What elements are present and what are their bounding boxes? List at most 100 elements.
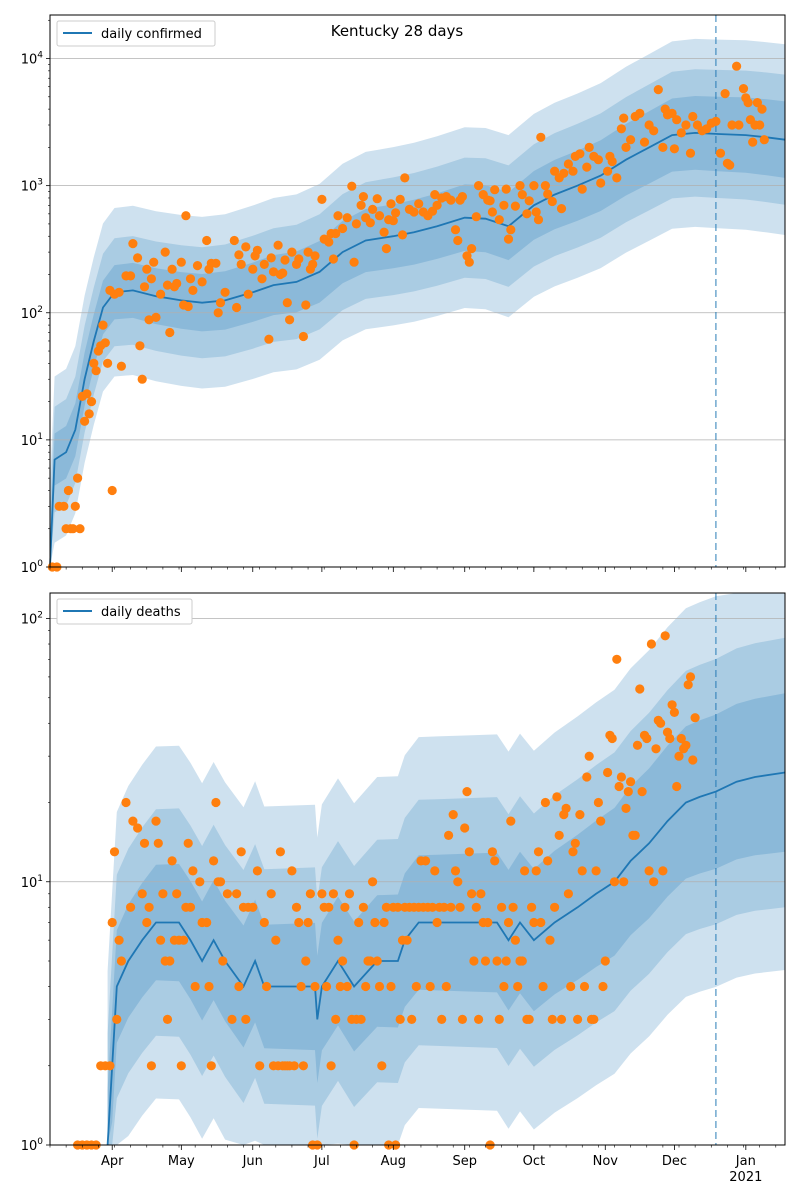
legend-box — [56, 598, 193, 625]
deaths-data-point — [623, 787, 633, 797]
confirmed-data-point — [167, 264, 177, 274]
deaths-data-point — [492, 956, 502, 966]
deaths-band-2 — [107, 693, 786, 1145]
confirmed-data-point — [107, 485, 117, 496]
confirmed-data-point — [264, 334, 274, 344]
deaths-data-point — [227, 1014, 237, 1024]
deaths-data-point — [672, 781, 682, 792]
deaths-data-point — [612, 654, 622, 664]
confirmed-data-point — [137, 374, 147, 384]
confirmed-data-point — [752, 98, 763, 108]
confirmed-data-point — [70, 501, 80, 511]
confirmed-x-ticks — [49, 567, 777, 572]
deaths-data-point — [206, 1061, 216, 1071]
confirmed-data-point — [485, 196, 495, 206]
deaths-y-ticks: 100 101 102 — [21, 611, 50, 1154]
deaths-data-point — [234, 981, 244, 992]
x-tick-label: Jan — [735, 1154, 756, 1169]
confirmed-data-point — [308, 259, 318, 269]
deaths-data-point — [209, 856, 219, 866]
x-tick-label: May — [168, 1154, 195, 1169]
confirmed-data-point — [658, 142, 668, 152]
deaths-data-point — [156, 935, 166, 945]
confirmed-data-point — [266, 253, 276, 263]
deaths-series-line — [106, 771, 786, 1146]
deaths-data-point — [222, 889, 232, 899]
confirmed-data-point — [568, 166, 578, 176]
deaths-data-point — [289, 1061, 299, 1071]
confirmed-data-point — [185, 274, 196, 284]
deaths-data-point — [464, 847, 474, 857]
confirmed-data-point — [298, 331, 308, 342]
deaths-data-point — [600, 956, 610, 966]
confirmed-data-point — [533, 215, 544, 225]
confirmed-data-point — [139, 282, 150, 292]
deaths-data-point — [490, 856, 500, 866]
deaths-data-point — [467, 889, 477, 899]
deaths-data-point — [577, 866, 587, 876]
confirmed-data-point — [464, 257, 474, 267]
deaths-data-point — [153, 838, 163, 848]
deaths-data-point — [326, 1061, 336, 1071]
deaths-data-point — [162, 1014, 173, 1024]
deaths-data-point — [107, 917, 117, 928]
deaths-data-point — [527, 902, 537, 912]
confirmed-data-point — [635, 108, 645, 118]
confirmed-data-point — [372, 194, 382, 204]
confirmed-data-point — [248, 264, 258, 274]
confirmed-data-point — [268, 267, 279, 277]
deaths-data-point — [151, 816, 161, 826]
confirmed-data-point — [301, 300, 311, 310]
deaths-data-point — [365, 956, 375, 966]
deaths-data-point — [255, 1061, 265, 1071]
deaths-data-point — [665, 733, 675, 744]
confirmed-data-point — [522, 209, 532, 219]
deaths-data-point — [142, 917, 152, 928]
deaths-data-point — [262, 981, 272, 992]
confirmed-data-point — [414, 199, 424, 209]
confirmed-data-point — [146, 274, 156, 284]
deaths-data-point — [275, 847, 285, 857]
deaths-data-point — [614, 781, 624, 792]
deaths-data-point — [616, 772, 627, 782]
deaths-data-point — [374, 981, 385, 992]
confirmed-data-point — [596, 178, 606, 188]
confirmed-data-point — [133, 253, 143, 263]
confirmed-data-point — [669, 144, 680, 154]
deaths-data-point — [637, 787, 647, 797]
confirmed-data-point — [501, 184, 511, 194]
confirmed-data-point — [162, 280, 173, 290]
chart-title: Kentucky 28 days — [331, 22, 464, 40]
deaths-data-point — [298, 1061, 308, 1071]
deaths-data-point — [646, 639, 657, 649]
deaths-data-point — [462, 787, 472, 797]
confirmed-data-point — [234, 250, 244, 260]
deaths-data-point — [531, 866, 541, 876]
deaths-data-point — [524, 1014, 534, 1024]
deaths-data-point — [681, 740, 691, 750]
confirmed-y-tick-label: 102 — [21, 305, 43, 322]
deaths-data-point — [340, 902, 350, 912]
deaths-data-point — [609, 877, 620, 887]
confirmed-gridlines — [50, 58, 785, 441]
deaths-data-point — [543, 856, 553, 866]
confirmed-data-point — [748, 137, 758, 147]
confirmed-data-point — [374, 211, 385, 221]
deaths-data-point — [338, 956, 348, 966]
deaths-data-point — [556, 1014, 567, 1024]
deaths-data-point — [441, 981, 451, 992]
confirmed-data-point — [280, 255, 290, 265]
deaths-data-point — [579, 981, 590, 992]
confirmed-data-point — [86, 397, 97, 407]
deaths-data-point — [545, 935, 555, 945]
deaths-data-point — [116, 956, 126, 966]
deaths-data-point — [202, 917, 212, 928]
confirmed-data-point — [616, 124, 627, 134]
deaths-data-point — [563, 889, 574, 899]
confirmed-data-point — [151, 312, 161, 322]
confirmed-data-point — [303, 247, 313, 257]
deaths-data-point — [368, 877, 378, 887]
confirmed-data-point — [126, 271, 136, 281]
deaths-data-point — [635, 684, 645, 694]
deaths-data-point — [165, 956, 175, 966]
